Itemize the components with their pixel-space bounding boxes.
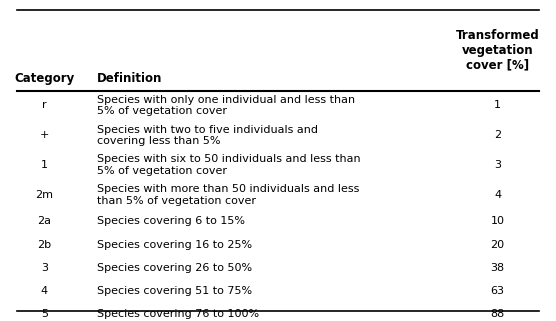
Text: r: r: [42, 100, 47, 110]
Text: Species covering 51 to 75%: Species covering 51 to 75%: [97, 286, 252, 296]
Text: Species covering 76 to 100%: Species covering 76 to 100%: [97, 309, 260, 319]
Text: Species covering 26 to 50%: Species covering 26 to 50%: [97, 263, 252, 273]
Text: 3: 3: [41, 263, 48, 273]
Text: 4: 4: [41, 286, 48, 296]
Text: 5: 5: [41, 309, 48, 319]
Text: Species with more than 50 individuals and less
than 5% of vegetation cover: Species with more than 50 individuals an…: [97, 184, 360, 206]
Text: Species covering 16 to 25%: Species covering 16 to 25%: [97, 239, 252, 250]
Text: 2a: 2a: [37, 216, 52, 227]
Text: 38: 38: [490, 263, 505, 273]
Text: Transformed
vegetation
cover [%]: Transformed vegetation cover [%]: [456, 29, 539, 72]
Text: 20: 20: [490, 239, 505, 250]
Text: 10: 10: [490, 216, 505, 227]
Text: 2b: 2b: [37, 239, 52, 250]
Text: Definition: Definition: [97, 72, 163, 85]
Text: 3: 3: [494, 160, 501, 170]
Text: 88: 88: [490, 309, 505, 319]
Text: Species covering 6 to 15%: Species covering 6 to 15%: [97, 216, 245, 227]
Text: +: +: [40, 130, 49, 140]
Text: 63: 63: [490, 286, 505, 296]
Text: 1: 1: [494, 100, 501, 110]
Text: Category: Category: [14, 72, 75, 85]
Text: 4: 4: [494, 190, 501, 200]
Text: Species with only one individual and less than
5% of vegetation cover: Species with only one individual and les…: [97, 95, 355, 116]
Text: 2m: 2m: [36, 190, 53, 200]
Text: Species with two to five individuals and
covering less than 5%: Species with two to five individuals and…: [97, 125, 318, 146]
Text: 2: 2: [494, 130, 501, 140]
Text: Species with six to 50 individuals and less than
5% of vegetation cover: Species with six to 50 individuals and l…: [97, 154, 361, 176]
Text: 1: 1: [41, 160, 48, 170]
